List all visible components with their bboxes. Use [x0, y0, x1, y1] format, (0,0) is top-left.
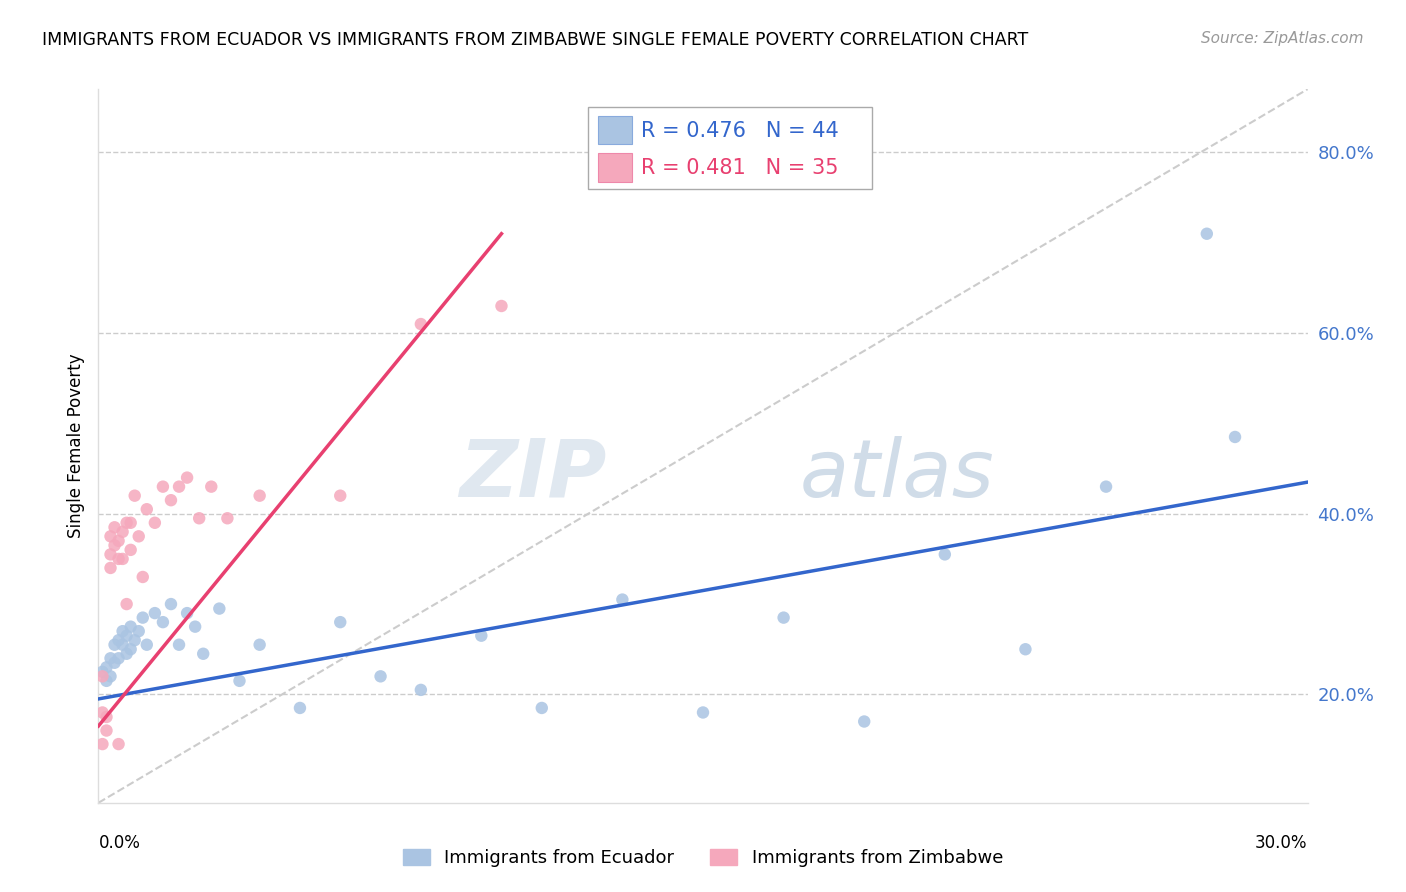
Point: [152, 615, 174, 629]
Point: [91, 665, 114, 679]
FancyBboxPatch shape: [598, 153, 631, 182]
Point: [853, 714, 876, 729]
Point: [128, 529, 150, 543]
Point: [329, 489, 352, 503]
Point: [107, 533, 129, 548]
Y-axis label: Single Female Poverty: Single Female Poverty: [66, 354, 84, 538]
Point: [107, 633, 129, 648]
Point: [120, 516, 142, 530]
Point: [200, 480, 222, 494]
Point: [107, 737, 129, 751]
Point: [120, 542, 142, 557]
Point: [208, 601, 231, 615]
Point: [249, 489, 271, 503]
Point: [96, 723, 118, 738]
Point: [96, 710, 118, 724]
Point: [470, 629, 492, 643]
Point: [111, 524, 134, 539]
Text: atlas: atlas: [800, 435, 994, 514]
Point: [1223, 430, 1246, 444]
Point: [103, 520, 125, 534]
Point: [167, 638, 190, 652]
Text: R = 0.481   N = 35: R = 0.481 N = 35: [641, 159, 839, 178]
Point: [91, 737, 114, 751]
Point: [1095, 480, 1118, 494]
Point: [249, 638, 271, 652]
Point: [111, 638, 134, 652]
Point: [115, 647, 138, 661]
Point: [160, 493, 183, 508]
Point: [772, 610, 794, 624]
Point: [143, 606, 166, 620]
Point: [934, 548, 956, 562]
Point: [167, 480, 190, 494]
FancyBboxPatch shape: [598, 116, 631, 145]
Point: [228, 673, 250, 688]
Point: [692, 706, 714, 720]
Point: [176, 470, 198, 484]
Point: [115, 597, 138, 611]
Point: [96, 660, 118, 674]
Point: [124, 633, 146, 648]
Point: [96, 673, 118, 688]
Text: R = 0.476   N = 44: R = 0.476 N = 44: [641, 121, 839, 141]
Point: [120, 620, 142, 634]
Point: [176, 606, 198, 620]
Point: [160, 597, 183, 611]
Point: [115, 516, 138, 530]
Point: [111, 552, 134, 566]
Point: [193, 647, 215, 661]
Point: [103, 656, 125, 670]
Point: [152, 480, 174, 494]
Point: [530, 701, 553, 715]
Point: [132, 610, 155, 624]
Point: [100, 548, 122, 562]
Point: [135, 502, 157, 516]
Point: [288, 701, 311, 715]
Point: [100, 669, 122, 683]
Point: [135, 638, 157, 652]
Point: [103, 638, 125, 652]
Text: ZIP: ZIP: [458, 435, 606, 514]
Point: [612, 592, 634, 607]
Point: [370, 669, 392, 683]
Point: [115, 629, 138, 643]
Point: [1014, 642, 1036, 657]
Point: [91, 706, 114, 720]
Text: Source: ZipAtlas.com: Source: ZipAtlas.com: [1201, 31, 1364, 46]
Point: [111, 624, 134, 639]
Point: [128, 624, 150, 639]
Point: [409, 682, 432, 697]
FancyBboxPatch shape: [588, 107, 872, 189]
Point: [132, 570, 155, 584]
Text: 0.0%: 0.0%: [98, 834, 141, 852]
Point: [124, 489, 146, 503]
Point: [120, 642, 142, 657]
Point: [217, 511, 239, 525]
Point: [100, 651, 122, 665]
Text: IMMIGRANTS FROM ECUADOR VS IMMIGRANTS FROM ZIMBABWE SINGLE FEMALE POVERTY CORREL: IMMIGRANTS FROM ECUADOR VS IMMIGRANTS FR…: [42, 31, 1028, 49]
Point: [100, 529, 122, 543]
Point: [491, 299, 513, 313]
Legend: Immigrants from Ecuador, Immigrants from Zimbabwe: Immigrants from Ecuador, Immigrants from…: [395, 841, 1011, 874]
Point: [409, 317, 432, 331]
Point: [143, 516, 166, 530]
Point: [184, 620, 207, 634]
Point: [100, 561, 122, 575]
Point: [103, 538, 125, 552]
Point: [107, 651, 129, 665]
Text: 30.0%: 30.0%: [1256, 834, 1308, 852]
Point: [107, 552, 129, 566]
Point: [188, 511, 211, 525]
Point: [1195, 227, 1218, 241]
Point: [329, 615, 352, 629]
Point: [91, 669, 114, 683]
